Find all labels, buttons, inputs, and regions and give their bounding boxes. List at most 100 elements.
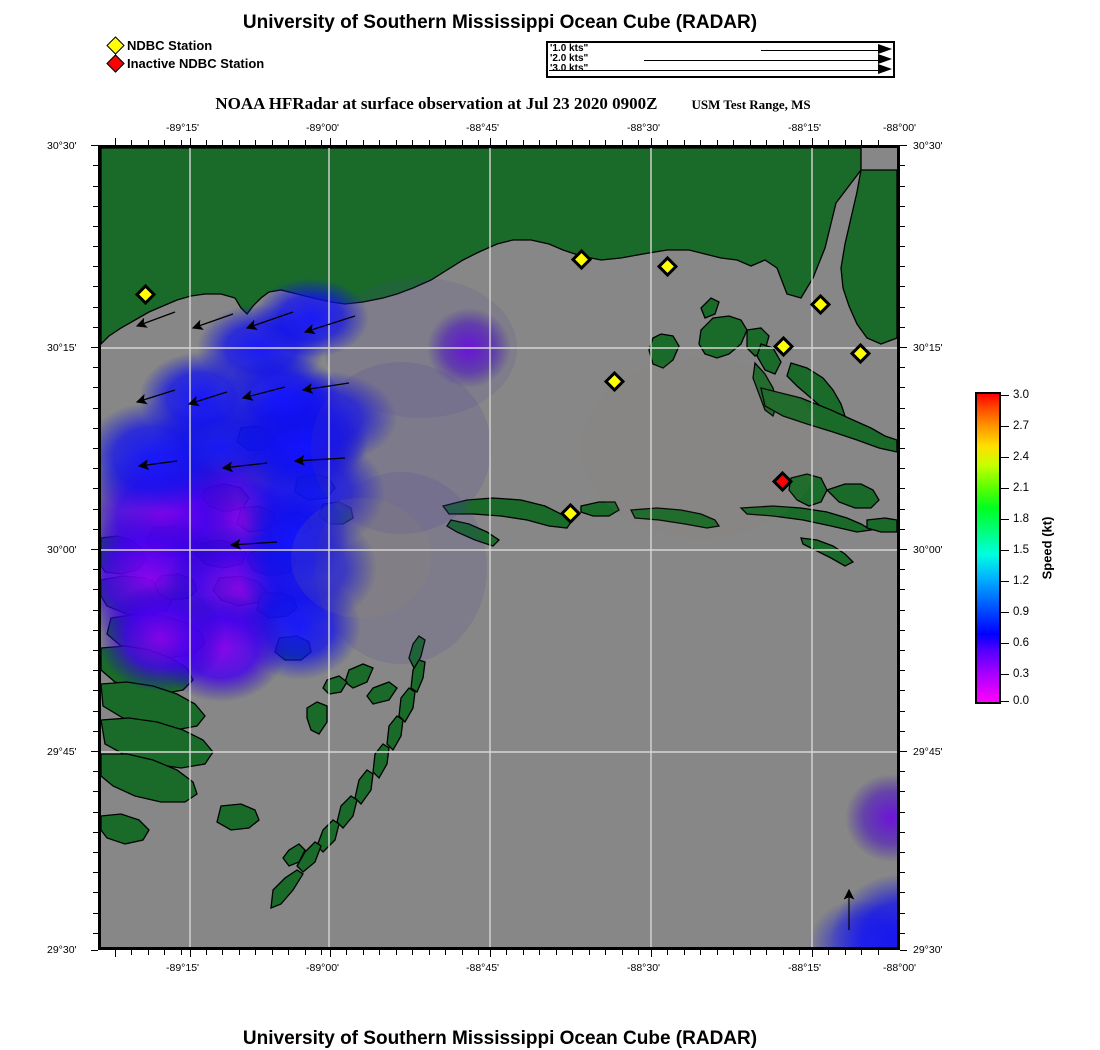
velocity-arrow-head-3 bbox=[878, 64, 892, 74]
xtick-label-bottom-1: -89°15' bbox=[166, 962, 200, 974]
velocity-arrow-head-1 bbox=[878, 44, 892, 54]
dauphin-island-east bbox=[760, 387, 897, 453]
ship-island-tail bbox=[446, 519, 501, 547]
baldwin-peninsula bbox=[840, 169, 897, 345]
chandeleur-islet-d bbox=[306, 701, 328, 735]
velocity-arrow-shaft-3 bbox=[549, 70, 879, 71]
chandeleur-n9 bbox=[296, 841, 322, 873]
ytick-label-left-3: 30°00' bbox=[47, 544, 77, 556]
velocity-scale-label-3: '3.0 kts" bbox=[550, 63, 589, 74]
eastern-islet bbox=[866, 517, 897, 533]
legend-item-inactive-station: Inactive NDBC Station bbox=[106, 53, 265, 73]
delta-islet-n bbox=[216, 803, 260, 831]
ndbc-station-marker-inactive[interactable] bbox=[771, 470, 794, 493]
vector-arrow bbox=[135, 311, 176, 328]
ndbc-station-marker[interactable] bbox=[570, 248, 593, 271]
velocity-scale-legend: '1.0 kts" '2.0 kts" '3.0 kts" bbox=[546, 41, 895, 78]
colorbar-tick-label: 1.8 bbox=[1013, 513, 1029, 525]
velocity-scale-label-1: '1.0 kts" bbox=[550, 43, 589, 54]
ndbc-station-marker[interactable] bbox=[559, 502, 582, 525]
vector-arrow bbox=[137, 459, 178, 471]
vector-arrow bbox=[221, 461, 268, 473]
ytick-label-right-3: 30°00' bbox=[913, 544, 943, 556]
ndbc-station-marker[interactable] bbox=[656, 255, 679, 278]
chandeleur-n3 bbox=[398, 687, 416, 724]
chandeleur-n4 bbox=[386, 715, 404, 752]
xtick-label-bottom-4: -88°30' bbox=[627, 962, 661, 974]
horn-island-w bbox=[580, 501, 620, 517]
velocity-arrow-shaft-1 bbox=[761, 50, 879, 51]
page-title: University of Southern Mississippi Ocean… bbox=[242, 12, 758, 33]
xtick-label-top-1: -89°15' bbox=[166, 122, 200, 134]
legend-item-active-station: NDBC Station bbox=[106, 35, 264, 55]
map-gridlines bbox=[101, 148, 897, 947]
xtick-label-bottom-5: -88°15' bbox=[788, 962, 822, 974]
ndbc-stations[interactable] bbox=[134, 248, 872, 525]
legend-label-inactive-ndbc-station: Inactive NDBC Station bbox=[127, 55, 265, 71]
ytick-label-right-4: 29°45' bbox=[913, 746, 943, 758]
ytick-label-left-5: 29°30' bbox=[47, 944, 77, 956]
colorbar-tick-label: 0.9 bbox=[1013, 606, 1029, 618]
vector-arrow bbox=[301, 382, 350, 394]
vector-arrow bbox=[229, 538, 278, 550]
colorbar-tick-label: 2.7 bbox=[1013, 420, 1029, 432]
xtick-label-top-6: -88°00' bbox=[883, 122, 917, 134]
colorbar-tick-label: 3.0 bbox=[1013, 389, 1029, 401]
mainland-coast bbox=[101, 148, 862, 345]
xtick-label-top-4: -88°30' bbox=[627, 122, 661, 134]
colorbar-tick-label: 0.0 bbox=[1013, 695, 1029, 707]
ship-island bbox=[441, 497, 572, 529]
colorbar-axis-title: Speed (kt) bbox=[1039, 516, 1055, 580]
map-canvas[interactable] bbox=[101, 148, 897, 947]
colorbar-tick-label: 1.5 bbox=[1013, 544, 1029, 556]
ndbc-station-marker[interactable] bbox=[772, 335, 795, 358]
xtick-label-bottom-3: -88°45' bbox=[466, 962, 500, 974]
station-legend: NDBC Station Inactive NDBC Station bbox=[106, 35, 265, 73]
ytick-label-right-2: 30°15' bbox=[913, 342, 943, 354]
ytick-label-right-1: 30°30' bbox=[913, 140, 943, 152]
petit-bois-island bbox=[739, 505, 873, 533]
vector-arrow bbox=[187, 391, 228, 407]
current-vector-arrows bbox=[135, 311, 855, 930]
xtick-label-top-5: -88°15' bbox=[788, 122, 822, 134]
legend-label-ndbc-station: NDBC Station bbox=[127, 37, 213, 53]
vector-arrow bbox=[303, 315, 356, 335]
ytick-label-left-1: 30°30' bbox=[47, 140, 77, 152]
red-diamond-icon bbox=[106, 53, 125, 73]
chandeleur-n2 bbox=[410, 659, 426, 693]
colorbar-legend: 3.0 2.7 2.4 2.1 1.8 1.5 1.2 0.9 0.6 0.3 … bbox=[975, 389, 1095, 712]
delta-islet-m bbox=[101, 813, 150, 845]
vector-arrow bbox=[135, 389, 176, 405]
ndbc-station-marker[interactable] bbox=[809, 293, 832, 316]
site-label: USM Test Range, MS bbox=[691, 97, 811, 112]
ndbc-station-marker[interactable] bbox=[849, 342, 872, 365]
ytick-label-right-5: 29°30' bbox=[913, 944, 943, 956]
velocity-arrow-shaft-2 bbox=[644, 60, 879, 61]
vector-arrow bbox=[293, 455, 346, 466]
subtitle-text: NOAA HFRadar at surface observation at J… bbox=[215, 94, 658, 113]
colorbar-gradient bbox=[975, 392, 1001, 704]
delta-marsh-g bbox=[101, 753, 198, 803]
colorbar-tick-label: 2.4 bbox=[1013, 451, 1029, 463]
xtick-label-top-3: -88°45' bbox=[466, 122, 500, 134]
velocity-scale-row-2: '2.0 kts" bbox=[548, 53, 893, 65]
vector-arrow bbox=[191, 313, 234, 330]
ndbc-station-marker[interactable] bbox=[603, 370, 626, 393]
velocity-scale-row-3: '3.0 kts" bbox=[548, 63, 893, 75]
footer-title: University of Southern Mississippi Ocean… bbox=[242, 1028, 758, 1049]
vector-arrow bbox=[241, 386, 286, 401]
colorbar-tick-label: 1.2 bbox=[1013, 575, 1029, 587]
chandeleur-islet-b bbox=[366, 681, 398, 705]
yellow-diamond-icon bbox=[106, 35, 125, 55]
map-plot-area[interactable] bbox=[98, 145, 900, 950]
ytick-label-left-4: 29°45' bbox=[47, 746, 77, 758]
xtick-label-bottom-6: -88°00' bbox=[883, 962, 917, 974]
south-barrier-sliver bbox=[800, 537, 855, 567]
colorbar-tick-label: 0.3 bbox=[1013, 668, 1029, 680]
velocity-arrow-head-2 bbox=[878, 54, 892, 64]
chandeleur-islet-e bbox=[282, 843, 306, 867]
velocity-scale-row-1: '1.0 kts" bbox=[548, 43, 893, 55]
subtitle-row: NOAA HFRadar at surface observation at J… bbox=[98, 94, 928, 114]
velocity-scale-label-2: '2.0 kts" bbox=[550, 53, 589, 64]
colorbar-tick-label: 0.6 bbox=[1013, 637, 1029, 649]
